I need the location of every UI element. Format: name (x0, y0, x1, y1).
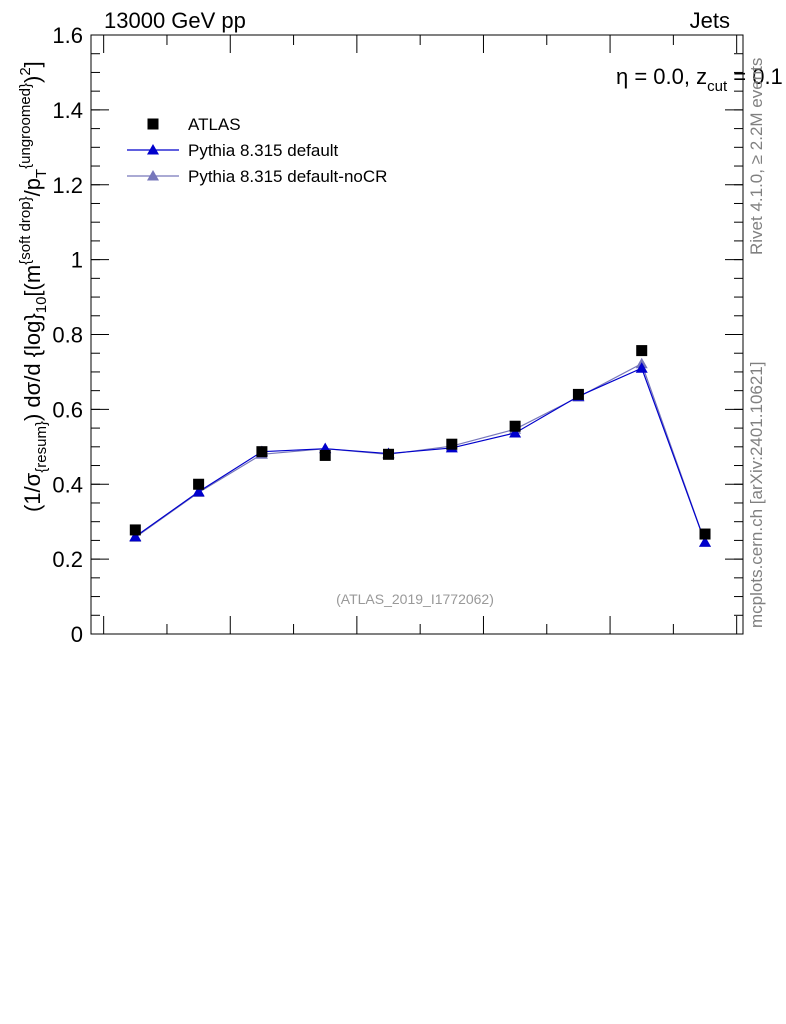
ytitle-mid3: /p (20, 178, 45, 196)
zcut-rest: = 0.1 (727, 64, 783, 89)
y-tick-label: 1 (71, 248, 83, 273)
process-label: Jets (690, 8, 730, 33)
point-pythia_default (192, 485, 205, 497)
axis-ticks (91, 34, 743, 635)
point-pythia_default (635, 362, 648, 373)
point-pythia_default (129, 530, 142, 542)
point-atlas (319, 449, 331, 461)
y-tick-label: 1.2 (52, 173, 83, 198)
ytitle-sub2: 10 (33, 297, 50, 314)
y-tick-label: 0 (71, 622, 83, 647)
series-line-pythia_nocr (134, 362, 706, 543)
ytitle-sup1: {soft drop} (17, 196, 34, 264)
point-pythia_default (509, 426, 522, 438)
point-atlas (446, 438, 458, 450)
y-tick-label: 0.8 (52, 323, 83, 348)
zcut-sub: cut (707, 78, 728, 95)
eta-zcut-annotation: η = 0.0, zcut = 0.1 (616, 64, 783, 95)
y-axis-title: (1/σ{resum}) dσ/d {log}10[(m{soft drop}/… (17, 61, 50, 512)
point-atlas (383, 448, 395, 460)
y-tick-label: 1.4 (52, 98, 83, 123)
ytitle-mid4: ) (20, 76, 45, 83)
point-atlas (509, 420, 521, 432)
legend: ATLAS Pythia 8.315 default Pythia 8.315 de… (127, 115, 387, 186)
y-tick-label: 0.6 (52, 397, 83, 422)
legend-label-pythia_default: Pythia 8.315 default (188, 141, 339, 160)
ytitle-mid2: [(m (20, 265, 45, 297)
point-atlas (256, 446, 268, 458)
energy-label: 13000 GeV pp (104, 8, 246, 33)
eta-text: η = 0.0, z (616, 64, 707, 89)
analysis-id: (ATLAS_2019_I1772062) (336, 591, 494, 607)
legend-marker-pythia_default (147, 144, 159, 155)
ytitle-sup3: 2 (17, 67, 34, 75)
y-tick-label: 1.6 (52, 23, 83, 48)
point-atlas (129, 524, 141, 536)
series-line-pythia_default (134, 367, 706, 543)
point-atlas (193, 478, 205, 490)
legend-label-atlas: ATLAS (188, 115, 241, 134)
ytitle-sup2: {ungroomed} (17, 83, 34, 169)
point-atlas (699, 528, 711, 540)
ytitle-suffix: ] (20, 61, 45, 67)
point-atlas (572, 388, 584, 400)
ytitle-prefix: (1/σ (20, 472, 45, 512)
rivet-label: Rivet 4.1.0, ≥ 2.2M events (747, 58, 766, 255)
ytitle-sub3: T (33, 169, 50, 178)
mcplots-label: mcplots.cern.ch [arXiv:2401.10621] (747, 362, 766, 628)
point-atlas (636, 345, 648, 357)
y-tick-labels: 0 0.2 0.4 0.6 0.8 1 1.2 1.4 1.6 (52, 23, 83, 647)
y-tick-label: 0.2 (52, 547, 83, 572)
ytitle-mid1: ) dσ/d {log} (20, 313, 45, 421)
legend-marker-atlas (147, 118, 159, 130)
data-series (129, 345, 712, 547)
legend-marker-pythia_nocr (147, 170, 159, 181)
y-tick-label: 0.4 (52, 472, 83, 497)
point-pythia_default (699, 536, 712, 547)
legend-label-pythia_nocr: Pythia 8.315 default-noCR (188, 167, 387, 186)
ytitle-sub1: {resum} (33, 421, 50, 473)
